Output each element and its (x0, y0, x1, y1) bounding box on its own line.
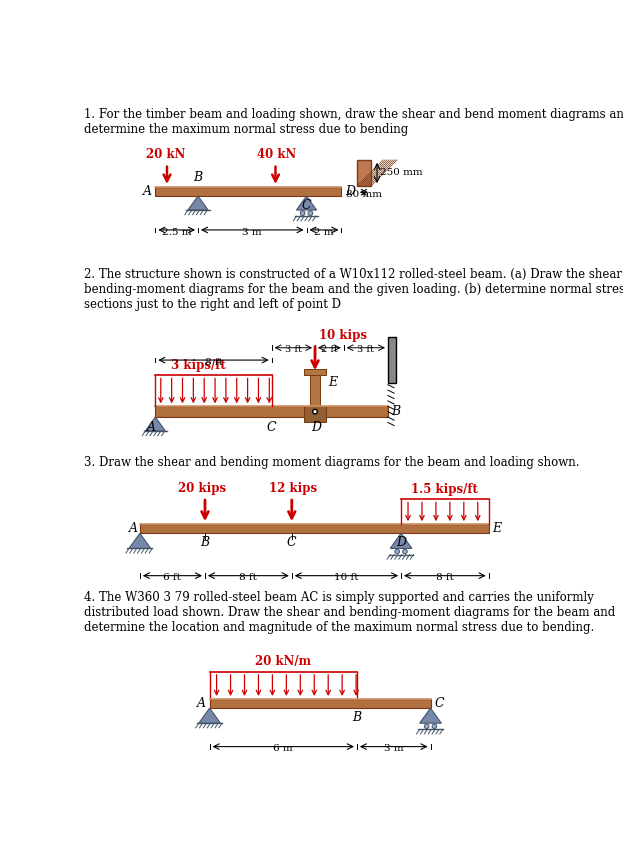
Text: 10 ft: 10 ft (334, 574, 359, 582)
Text: 40 kN: 40 kN (257, 148, 297, 162)
Text: 1.5 kips/ft: 1.5 kips/ft (411, 483, 478, 495)
Text: 3 kips/ft: 3 kips/ft (171, 358, 226, 372)
Text: 2. The structure shown is constructed of a W10x112 rolled-steel beam. (a) Draw t: 2. The structure shown is constructed of… (84, 268, 623, 311)
Polygon shape (145, 417, 166, 431)
Text: 250 mm: 250 mm (380, 168, 423, 178)
Polygon shape (297, 196, 316, 210)
Text: B: B (201, 536, 209, 550)
Text: D: D (312, 421, 321, 434)
Text: 6 ft: 6 ft (163, 574, 181, 582)
Text: E: E (492, 523, 501, 535)
Text: C: C (302, 199, 312, 212)
Text: D: D (345, 185, 355, 198)
Text: C: C (434, 697, 444, 710)
Bar (357, 160, 371, 186)
Text: 2 m: 2 m (314, 227, 334, 237)
Text: 10 kips: 10 kips (319, 329, 367, 342)
Text: 3 m: 3 m (384, 745, 404, 753)
Polygon shape (199, 708, 221, 723)
Text: 80 mm: 80 mm (346, 190, 382, 199)
Circle shape (432, 724, 437, 728)
Text: 3. Draw the shear and bending moment diagrams for the beam and loading shown.: 3. Draw the shear and bending moment dia… (84, 456, 579, 469)
Bar (310, 374, 320, 406)
Bar (304, 369, 326, 374)
Circle shape (424, 724, 429, 728)
Text: 20 kN: 20 kN (146, 148, 185, 162)
Text: 20 kips: 20 kips (178, 482, 226, 494)
Text: 3 m: 3 m (242, 227, 262, 237)
Polygon shape (390, 534, 412, 548)
Text: 3 ft: 3 ft (357, 346, 374, 354)
Bar (209, 699, 430, 708)
Text: D: D (396, 536, 406, 550)
Circle shape (308, 211, 313, 215)
Bar (304, 406, 326, 421)
Bar (155, 187, 341, 196)
Polygon shape (188, 196, 208, 210)
Bar (388, 337, 396, 383)
Circle shape (402, 549, 407, 554)
Text: 20 kN/m: 20 kN/m (255, 655, 312, 668)
Text: 8 ft: 8 ft (436, 574, 454, 582)
Text: 1. For the timber beam and loading shown, draw the shear and bend moment diagram: 1. For the timber beam and loading shown… (84, 108, 623, 136)
Text: A: A (197, 697, 206, 710)
Text: 6 m: 6 m (273, 745, 293, 753)
Text: C: C (287, 536, 297, 550)
Text: A: A (128, 523, 138, 535)
Text: 2 ft: 2 ft (321, 346, 338, 354)
Text: A: A (147, 421, 156, 434)
Bar (140, 524, 488, 534)
Bar (155, 406, 388, 417)
Polygon shape (129, 534, 151, 548)
Text: 8 ft: 8 ft (204, 357, 222, 367)
Text: B: B (353, 711, 361, 724)
Text: 8 ft: 8 ft (239, 574, 257, 582)
Text: A: A (143, 185, 151, 198)
Text: C: C (267, 421, 277, 434)
Text: E: E (328, 376, 337, 389)
Circle shape (395, 549, 399, 554)
Text: 4. The W360 3 79 rolled-steel beam AC is simply supported and carries the unifor: 4. The W360 3 79 rolled-steel beam AC is… (84, 591, 616, 634)
Text: 12 kips: 12 kips (269, 482, 317, 494)
Circle shape (300, 211, 305, 215)
Text: 3 ft: 3 ft (285, 346, 302, 354)
Circle shape (313, 409, 317, 414)
Text: B: B (391, 405, 400, 418)
Polygon shape (420, 708, 441, 723)
Text: B: B (193, 171, 202, 184)
Text: 2.5 m: 2.5 m (162, 227, 191, 237)
